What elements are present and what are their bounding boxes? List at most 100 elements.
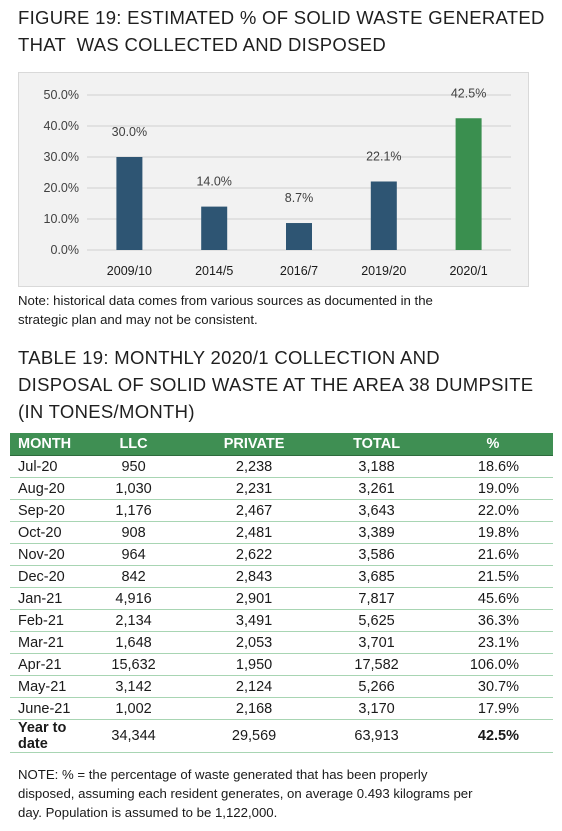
cell-percent: 17.9%	[432, 697, 553, 720]
table-row: Apr-21 15,632 1,950 17,582 106.0%	[10, 653, 553, 676]
cell-percent: 21.5%	[432, 565, 553, 588]
cell-percent: 106.0%	[432, 653, 553, 676]
table-title: TABLE 19: MONTHLY 2020/1 COLLECTION AND …	[18, 344, 553, 425]
total-cell-llc: 34,344	[79, 719, 188, 753]
table-row: June-21 1,002 2,168 3,170 17.9%	[10, 697, 553, 720]
collection-table: MONTH LLC PRIVATE TOTAL % Jul-20 950 2,238…	[10, 433, 553, 753]
cell-total: 5,625	[320, 609, 433, 632]
bar	[370, 181, 397, 250]
cell-month: Dec-20	[10, 565, 80, 588]
cell-total: 3,643	[320, 499, 433, 522]
y-tick-label: 0.0%	[51, 243, 80, 257]
bar	[455, 118, 482, 250]
cell-llc: 1,002	[79, 697, 188, 720]
cell-percent: 18.6%	[432, 455, 553, 478]
header-llc: LLC	[79, 433, 188, 456]
total-cell-percent: 42.5%	[432, 719, 553, 753]
cell-llc: 3,142	[79, 675, 188, 698]
cell-private: 2,467	[187, 499, 321, 522]
total-cell-private: 29,569	[187, 719, 321, 753]
x-tick-label: 2020/1	[449, 264, 487, 278]
x-tick-label: 2016/7	[280, 264, 318, 278]
bar	[201, 206, 228, 250]
figure-note-line-1: Note: historical data comes from various…	[18, 293, 433, 308]
cell-month: Feb-21	[10, 609, 80, 632]
cell-total: 3,389	[320, 521, 433, 544]
cell-percent: 23.1%	[432, 631, 553, 654]
cell-private: 2,238	[187, 455, 321, 478]
table-row: Dec-20 842 2,843 3,685 21.5%	[10, 565, 553, 588]
cell-month: Aug-20	[10, 477, 80, 500]
table-row: Feb-21 2,134 3,491 5,625 36.3%	[10, 609, 553, 632]
cell-llc: 964	[79, 543, 188, 566]
bar-chart: 0.0% 10.0% 20.0% 30.0% 40.0% 50.0% 30.0% 2009/1…	[18, 72, 529, 287]
table-row: Nov-20 964 2,622 3,586 21.6%	[10, 543, 553, 566]
table-title-line-3: (IN TONES/MONTH)	[18, 401, 195, 422]
y-tick-label: 20.0%	[44, 181, 79, 195]
cell-llc: 842	[79, 565, 188, 588]
bar-value-label: 30.0%	[112, 125, 147, 139]
cell-total: 17,582	[320, 653, 433, 676]
table-note-line-2: disposed, assuming each resident generat…	[18, 786, 473, 801]
total-cell-total: 63,913	[320, 719, 433, 753]
cell-month: Oct-20	[10, 521, 80, 544]
header-total: TOTAL	[320, 433, 433, 456]
table-note-line-3: day. Population is assumed to be 1,122,0…	[18, 805, 278, 820]
cell-total: 3,170	[320, 697, 433, 720]
table-note-line-1: NOTE: % = the percentage of waste genera…	[18, 767, 428, 782]
cell-percent: 45.6%	[432, 587, 553, 610]
table-title-line-1: TABLE 19: MONTHLY 2020/1 COLLECTION AND	[18, 347, 440, 368]
table-row: Sep-20 1,176 2,467 3,643 22.0%	[10, 499, 553, 522]
table-row: Mar-21 1,648 2,053 3,701 23.1%	[10, 631, 553, 654]
bar-value-label: 22.1%	[366, 149, 401, 163]
header-month: MONTH	[10, 433, 80, 456]
header-percent: %	[432, 433, 553, 456]
table-header: MONTH LLC PRIVATE TOTAL %	[10, 433, 553, 456]
cell-month: June-21	[10, 697, 80, 720]
cell-llc: 950	[79, 455, 188, 478]
cell-total: 3,701	[320, 631, 433, 654]
bar-value-label: 8.7%	[285, 191, 314, 205]
table-title-line-2: DISPOSAL OF SOLID WASTE AT THE AREA 38 D…	[18, 374, 534, 395]
cell-private: 2,622	[187, 543, 321, 566]
cell-total: 3,586	[320, 543, 433, 566]
cell-percent: 19.8%	[432, 521, 553, 544]
x-tick-label: 2019/20	[361, 264, 406, 278]
x-tick-label: 2009/10	[107, 264, 152, 278]
cell-llc: 1,176	[79, 499, 188, 522]
cell-llc: 2,134	[79, 609, 188, 632]
cell-month: Mar-21	[10, 631, 80, 654]
figure-note-line-2: strategic plan and may not be consistent…	[18, 312, 258, 327]
cell-total: 5,266	[320, 675, 433, 698]
cell-total: 3,261	[320, 477, 433, 500]
table-row: Aug-20 1,030 2,231 3,261 19.0%	[10, 477, 553, 500]
table-row: Jul-20 950 2,238 3,188 18.6%	[10, 455, 553, 478]
figure-note: Note: historical data comes from various…	[18, 291, 543, 329]
bar-value-label: 14.0%	[196, 175, 231, 189]
cell-percent: 36.3%	[432, 609, 553, 632]
cell-month: Jan-21	[10, 587, 80, 610]
cell-private: 2,053	[187, 631, 321, 654]
y-tick-label: 50.0%	[44, 88, 79, 102]
cell-total: 7,817	[320, 587, 433, 610]
cell-private: 2,901	[187, 587, 321, 610]
header-private: PRIVATE	[187, 433, 321, 456]
cell-llc: 15,632	[79, 653, 188, 676]
cell-private: 3,491	[187, 609, 321, 632]
cell-total: 3,188	[320, 455, 433, 478]
cell-percent: 22.0%	[432, 499, 553, 522]
figure-title: FIGURE 19: ESTIMATED % OF SOLID WASTE GE…	[18, 4, 553, 58]
table-row: Oct-20 908 2,481 3,389 19.8%	[10, 521, 553, 544]
cell-private: 2,124	[187, 675, 321, 698]
bar	[116, 157, 143, 250]
table-note: NOTE: % = the percentage of waste genera…	[18, 765, 543, 822]
cell-private: 1,950	[187, 653, 321, 676]
total-cell-month: Year to date	[10, 719, 80, 753]
y-tick-label: 30.0%	[44, 150, 79, 164]
table-row: May-21 3,142 2,124 5,266 30.7%	[10, 675, 553, 698]
bar-chart-canvas: 0.0% 10.0% 20.0% 30.0% 40.0% 50.0% 30.0% 2009/1…	[44, 86, 511, 278]
x-tick-label: 2014/5	[195, 264, 233, 278]
cell-llc: 4,916	[79, 587, 188, 610]
total-row: Year to date 34,344 29,569 63,913 42.5%	[10, 719, 553, 753]
cell-total: 3,685	[320, 565, 433, 588]
